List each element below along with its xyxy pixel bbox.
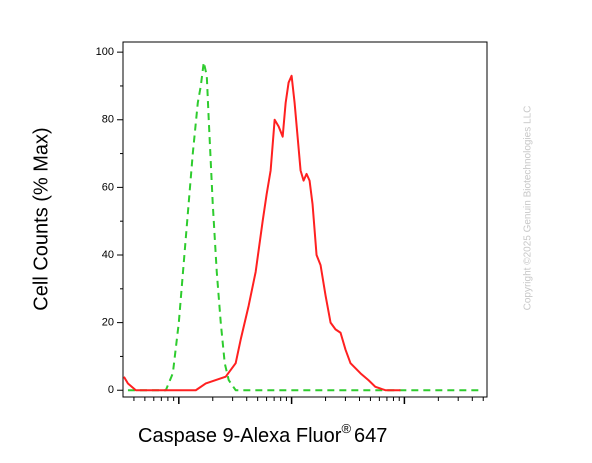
y-tick-label: 40	[102, 249, 114, 261]
y-tick-label: 80	[102, 114, 114, 126]
x-axis-title-main: Caspase 9-Alexa Fluor	[138, 425, 342, 447]
plot-frame	[122, 41, 488, 398]
series-line	[127, 61, 481, 392]
y-tick-label: 60	[102, 181, 114, 193]
y-tick-label: 0	[108, 384, 114, 396]
copyright: Copyright ©2025 Genuin Biotechnologies L…	[523, 106, 534, 311]
series-line	[123, 74, 401, 392]
y-tick-label: 20	[102, 317, 114, 329]
x-axis-title-suffix: 647	[354, 425, 387, 447]
y-tick-label: 100	[96, 46, 114, 58]
x-axis-title-mark: ®	[341, 421, 351, 436]
y-axis-title: Cell Counts (% Max)	[30, 127, 52, 310]
x-axis-title: Caspase 9-Alexa Fluor® 647	[138, 421, 387, 447]
